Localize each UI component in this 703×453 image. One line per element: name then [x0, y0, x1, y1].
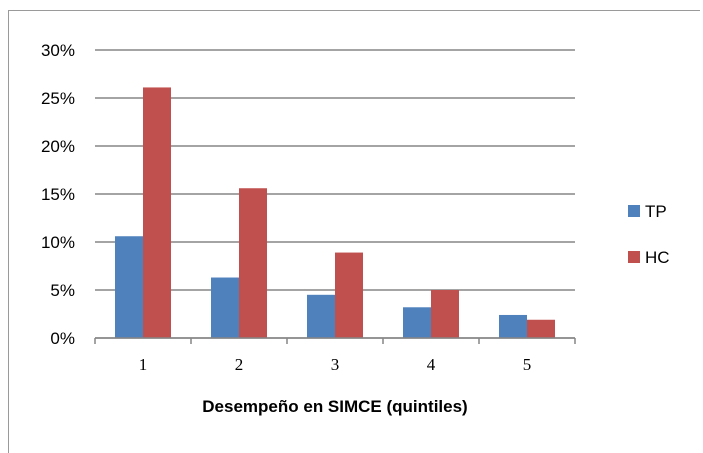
- x-tick-label: 5: [523, 355, 532, 374]
- legend-label-tp: TP: [645, 202, 667, 221]
- bar-tp-2: [211, 277, 239, 338]
- y-axis-ticks: 0% 5% 10% 15% 20% 25% 30%: [41, 41, 75, 348]
- x-tick-label: 3: [331, 355, 340, 374]
- bars: [115, 87, 555, 338]
- x-axis-ticks: 1 2 3 4 5: [139, 355, 532, 374]
- y-tick-label: 10%: [41, 233, 75, 252]
- bar-hc-1: [143, 87, 171, 338]
- bar-hc-3: [335, 252, 363, 338]
- x-tick-label: 4: [427, 355, 436, 374]
- legend-swatch-hc: [628, 251, 640, 263]
- bar-tp-3: [307, 294, 335, 338]
- y-tick-label: 15%: [41, 185, 75, 204]
- bar-hc-4: [431, 290, 459, 338]
- bar-tp-4: [403, 307, 431, 338]
- y-tick-label: 20%: [41, 137, 75, 156]
- chart-frame: [8, 10, 700, 453]
- x-axis-label: Desempeño en SIMCE (quintiles): [202, 397, 467, 416]
- bar-tp-5: [499, 314, 527, 338]
- y-tick-label: 5%: [50, 281, 75, 300]
- bar-hc-5: [527, 319, 555, 338]
- legend: TP HC: [628, 202, 670, 267]
- x-axis: [94, 337, 576, 344]
- x-tick-label: 1: [139, 355, 148, 374]
- y-tick-label: 30%: [41, 41, 75, 60]
- legend-swatch-tp: [628, 205, 640, 217]
- bar-hc-2: [239, 188, 267, 338]
- legend-label-hc: HC: [645, 248, 670, 267]
- y-tick-label: 0%: [50, 329, 75, 348]
- x-tick-label: 2: [235, 355, 244, 374]
- y-tick-label: 25%: [41, 89, 75, 108]
- bar-tp-1: [115, 236, 143, 338]
